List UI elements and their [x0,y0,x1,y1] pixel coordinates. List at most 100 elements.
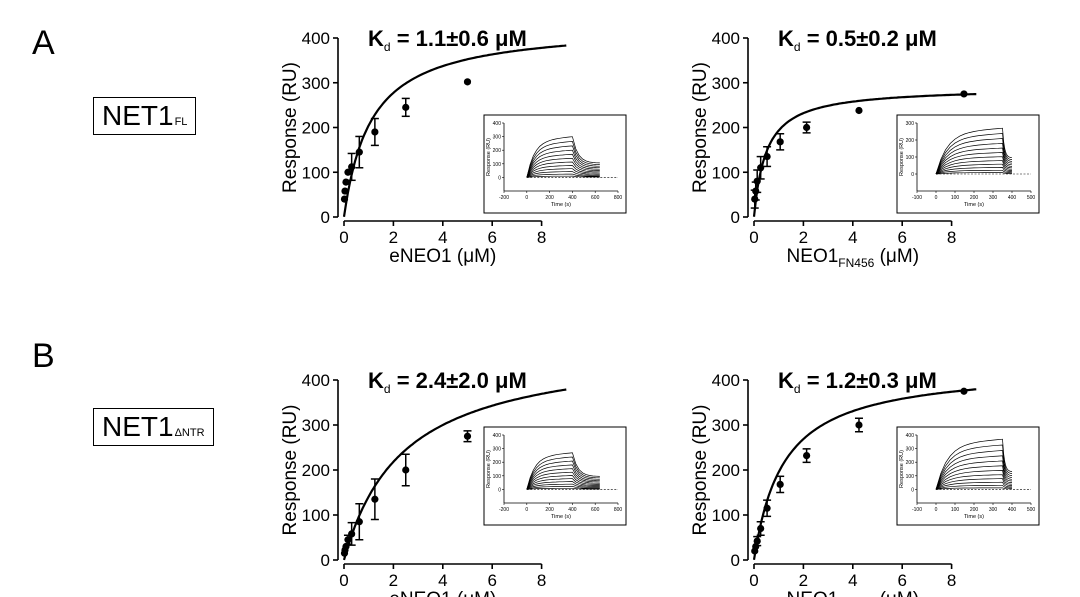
y-tick-label: 0 [731,551,740,570]
y-tick-label: 0 [321,551,330,570]
panel-letter-a: A [32,24,55,62]
y-tick-label: 400 [302,29,330,48]
inset-x-axis-title: Time (s) [964,202,984,208]
x-tick-label: 0 [339,571,348,590]
inset-x-tick-label: 0 [935,195,938,201]
x-axis-title-main: eNEO1 (μM) [389,589,496,597]
inset-y-tick-label: 100 [493,162,502,168]
y-tick-label: 300 [302,416,330,435]
inset-y-tick-label: 100 [906,474,915,480]
inset-x-tick-label: -100 [912,507,922,513]
inset-sensorgram-trace [935,147,1013,175]
inset-y-tick-label: 300 [493,447,502,453]
kd-symbol: K [368,26,384,51]
data-point [348,163,356,171]
y-tick-label: 100 [302,163,330,182]
kd-symbol: K [778,368,794,393]
x-tick-label: 0 [749,228,758,247]
inset-x-tick-label: 400 [568,195,577,201]
kd-symbol: K [778,26,794,51]
inset-sensorgram-trace [526,173,600,178]
inset-sensorgram-trace [526,165,600,178]
data-point [348,530,356,538]
x-axis-title-sub: FN456 [838,256,874,270]
fit-curve [752,388,977,560]
data-point [463,432,472,440]
y-tick-label: 400 [712,29,740,48]
fit-curve [342,388,567,561]
inset-y-tick-label: 100 [493,474,502,480]
x-axis-title-main: NEO1 [787,246,839,267]
x-axis-title: NEO1FN456 (μM) [787,246,920,270]
inset-x-tick-label: 200 [970,195,979,201]
inset-sensorgram-trace [935,163,1012,175]
x-axis-title: eNEO1 (μM) [389,246,496,267]
x-axis-title-tail: (μM) [874,589,919,597]
inset-sensorgram-trace [935,169,1012,175]
inset-x-tick-label: 200 [970,507,979,513]
inset-sensorgram-trace [935,455,1013,490]
inset-sensorgram-trace [935,156,1012,175]
inset-y-tick-label: 400 [493,433,502,439]
data-point [757,524,765,533]
inset-x-tick-label: 300 [989,507,998,513]
inset-sensorgram-trace [526,481,600,490]
fit-curve [752,93,977,217]
inset-sensorgram-trace [526,149,600,178]
data-point [340,195,349,203]
inset-x-tick-label: 800 [614,507,623,513]
data-point [803,452,811,460]
kd-value: = 1.2±0.3 μM [801,368,937,393]
inset-sensorgram-trace [935,465,1013,490]
sample-label-main: NET1 [102,100,174,131]
x-tick-label: 8 [537,571,546,590]
inset-sensorgram-trace [526,486,600,490]
data-point [344,168,352,176]
inset-sensorgram-trace [526,171,600,178]
inset-x-tick-label: 400 [1008,195,1017,201]
inset-sensorgram-trace [935,450,1013,490]
y-tick-label: 200 [712,119,740,138]
chart-title-kd: Kd = 1.1±0.6 μM [368,26,527,54]
inset-sensorgram: 0 100 200 300 -100 0 100 200 300 400 500 Time (s) Re… [896,114,1040,214]
inset-sensorgram-trace [935,460,1013,490]
y-tick-label: 0 [321,208,330,227]
x-tick-label: 6 [487,228,496,247]
sample-label-sub: FL [174,116,188,128]
inset-x-tick-label: -200 [499,195,509,201]
inset-x-tick-label: 300 [989,195,998,201]
y-axis-title: Response (RU) [280,405,301,536]
inset-sensorgram-trace [935,138,1013,175]
inset-y-tick-label: 200 [493,460,502,466]
data-point [753,537,761,545]
inset-sensorgram-trace [526,468,600,490]
inset-sensorgram-trace [935,152,1013,175]
data-point [402,466,410,474]
data-point [355,148,363,156]
x-tick-label: 2 [389,571,398,590]
x-tick-label: 6 [487,571,496,590]
sample-label-net1-fl: NET1 FL [93,97,197,135]
inset-x-tick-label: 400 [1008,507,1017,513]
y-tick-label: 0 [731,208,740,227]
data-point [776,480,784,488]
y-tick-label: 400 [302,371,330,390]
inset-x-axis-title: Time (s) [551,514,571,520]
x-tick-label: 6 [897,571,906,590]
inset-y-tick-label: 100 [906,155,915,161]
inset-sensorgram-trace [935,487,1013,490]
inset-y-tick-label: 200 [906,138,915,144]
inset-sensorgram-trace [526,478,600,490]
kd-subscript: d [794,382,801,396]
y-axis-title: Response (RU) [690,62,711,193]
panel-letter-b: B [32,337,55,375]
inset-sensorgram-trace [935,167,1013,175]
chart-b-left: 0 100 200 300 400 0 2 4 6 8 Response (RU) eNEO1 (μM… [280,368,627,597]
x-tick-label: 4 [438,228,447,247]
y-tick-label: 200 [712,461,740,480]
data-point [960,90,968,98]
inset-x-tick-label: 0 [525,507,528,513]
data-point [757,164,765,172]
inset-x-tick-label: 200 [545,507,554,513]
